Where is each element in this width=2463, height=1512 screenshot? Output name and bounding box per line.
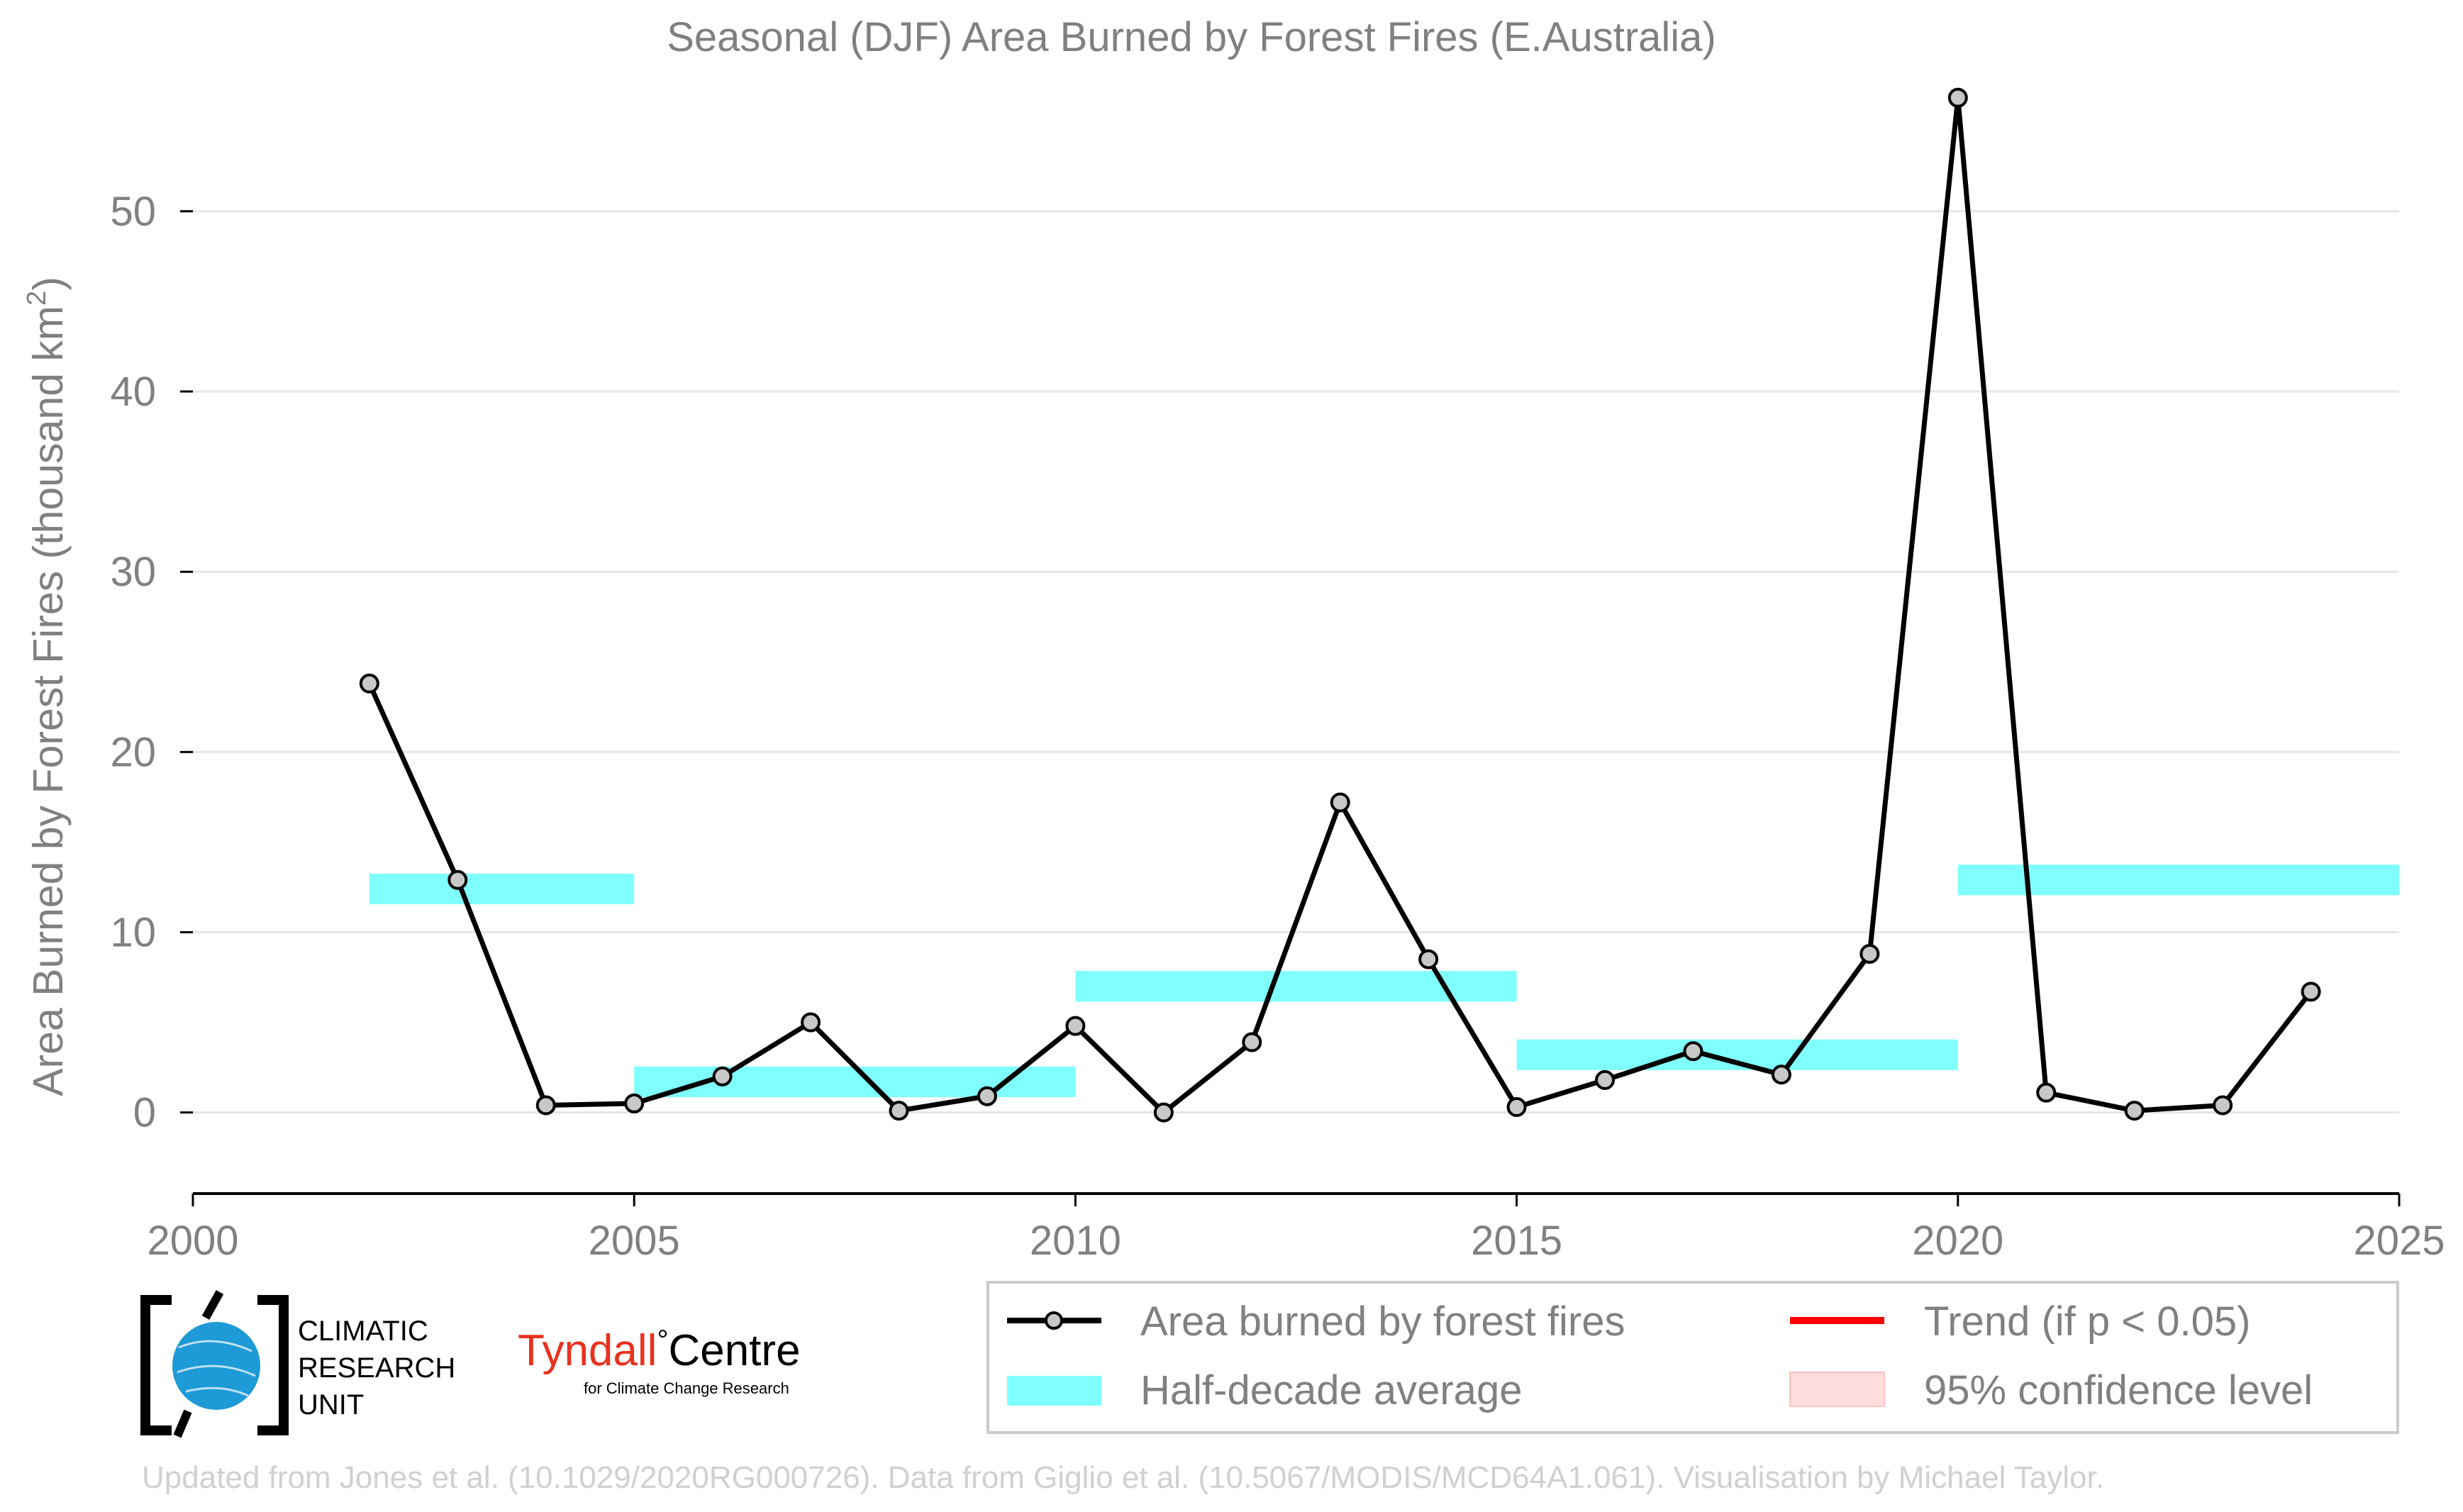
chart-title: Seasonal (DJF) Area Burned by Forest Fir…	[667, 14, 1716, 60]
y-tick-label: 50	[110, 189, 156, 235]
legend: Area burned by forest fires Trend (if p …	[986, 1281, 2399, 1434]
data-point-2023	[2213, 1095, 2233, 1116]
grid-lines	[193, 210, 2399, 1114]
y-tick-label: 30	[110, 549, 156, 595]
series-area-burned	[359, 87, 2321, 1123]
data-point-2015	[1506, 1097, 1527, 1118]
data-point-2014	[1418, 949, 1439, 969]
x-tick-label: 2005	[589, 1218, 680, 1264]
tyndall-logo-tagline: for Climate Change Research	[584, 1379, 789, 1397]
axes: 0 10 20 30 40 50 2000 2005 2010 2015 2020 2025	[110, 189, 2445, 1264]
y-tick-label: 40	[110, 369, 156, 415]
half-decade-band-3	[1516, 1039, 1958, 1070]
data-point-2011	[1153, 1102, 1174, 1123]
tyndall-logo-wordmark: Tyndall°Centre	[518, 1325, 801, 1375]
half-decade-band-4	[1957, 865, 2399, 896]
data-point-2016	[1595, 1069, 1616, 1090]
data-point-2024	[2301, 982, 2321, 1002]
y-axis-label-superscript: 2	[22, 291, 52, 306]
legend-swatch-half-decade	[1007, 1376, 1101, 1406]
tyndall-logo-degree: °	[657, 1325, 668, 1356]
legend-label-half-decade: Half-decade average	[1140, 1367, 1522, 1413]
x-tick-label: 2025	[2353, 1218, 2445, 1264]
data-point-2007	[801, 1012, 821, 1033]
data-point-2013	[1330, 792, 1350, 813]
y-axis-label-close: )	[25, 277, 72, 291]
data-point-2005	[624, 1093, 645, 1113]
legend-label-trend: Trend (if p < 0.05)	[1924, 1299, 2250, 1345]
data-point-2004	[535, 1095, 556, 1116]
legend-label-confidence: 95% confidence level	[1924, 1367, 2313, 1413]
tyndall-logo-name: Tyndall	[518, 1326, 657, 1375]
cru-logo-line-2: RESEARCH	[298, 1352, 455, 1384]
legend-swatch-confidence	[1789, 1372, 1885, 1407]
x-tick-label: 2020	[1912, 1218, 2003, 1264]
data-point-2008	[889, 1101, 909, 1121]
y-axis-label-main: Area Burned by Forest Fires (thousand km	[25, 306, 72, 1096]
data-point-2019	[1859, 943, 1880, 964]
data-point-2017	[1683, 1041, 1703, 1062]
data-point-2022	[2124, 1101, 2145, 1121]
cru-logo-slash-icon	[173, 1290, 224, 1438]
data-point-2012	[1242, 1032, 1262, 1052]
data-point-2003	[447, 869, 468, 890]
y-tick-label: 20	[110, 729, 156, 775]
y-tick-label: 10	[110, 909, 156, 955]
data-point-2006	[712, 1066, 733, 1086]
cru-globe-lines-icon	[177, 1340, 256, 1397]
tyndall-logo-centre: Centre	[668, 1326, 800, 1375]
cru-logo: CLIMATIC RESEARCH UNIT	[140, 1290, 455, 1438]
cru-logo-line-3: UNIT	[298, 1389, 364, 1421]
y-tick-label: 0	[133, 1090, 156, 1136]
data-point-2009	[977, 1086, 997, 1106]
data-point-2018	[1771, 1064, 1791, 1085]
data-point-2021	[2036, 1082, 2057, 1103]
half-decade-bands	[369, 865, 2399, 1098]
footer-credit: Updated from Jones et al. (10.1029/2020R…	[142, 1460, 2104, 1495]
data-point-2002	[359, 673, 379, 694]
x-tick-label: 2010	[1030, 1218, 1121, 1264]
half-decade-band-0	[369, 873, 635, 905]
data-point-2020	[1947, 87, 1968, 108]
x-tick-label: 2000	[147, 1218, 238, 1264]
tyndall-logo: Tyndall°Centre for Climate Change Resear…	[518, 1325, 801, 1397]
y-axis-label: Area Burned by Forest Fires (thousand km…	[22, 277, 72, 1096]
legend-swatch-marker	[1045, 1311, 1063, 1330]
x-tick-label: 2015	[1471, 1218, 1562, 1264]
legend-frame	[986, 1281, 2399, 1434]
cru-logo-bracket-icon	[140, 1295, 289, 1435]
data-point-2010	[1065, 1016, 1086, 1036]
cru-logo-line-1: CLIMATIC	[298, 1316, 428, 1347]
legend-label-area-burned: Area burned by forest fires	[1140, 1299, 1625, 1345]
series-line-area-burned	[367, 95, 2313, 1116]
